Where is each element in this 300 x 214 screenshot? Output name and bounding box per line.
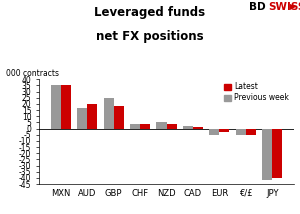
Bar — [246, 129, 256, 135]
Bar — [103, 98, 114, 129]
Text: BD: BD — [249, 2, 266, 12]
Bar — [236, 129, 246, 135]
Text: 000 contracts: 000 contracts — [6, 69, 59, 78]
Legend: Latest, Previous week: Latest, Previous week — [222, 81, 290, 104]
Text: ▶: ▶ — [290, 2, 296, 11]
Bar — [219, 129, 230, 132]
Text: net FX positions: net FX positions — [96, 30, 204, 43]
Bar — [209, 129, 219, 135]
Bar — [140, 124, 150, 129]
Bar — [51, 85, 61, 129]
Bar — [87, 104, 97, 129]
Bar — [156, 122, 167, 129]
Text: Leveraged funds: Leveraged funds — [94, 6, 206, 19]
Bar — [183, 126, 193, 129]
Text: SWISS: SWISS — [268, 2, 300, 12]
Bar — [77, 108, 87, 129]
Bar — [61, 85, 71, 129]
Bar — [114, 106, 124, 129]
Bar — [193, 127, 203, 129]
Bar — [272, 129, 282, 178]
Bar — [262, 129, 272, 180]
Bar — [130, 124, 140, 129]
Bar — [167, 124, 177, 129]
